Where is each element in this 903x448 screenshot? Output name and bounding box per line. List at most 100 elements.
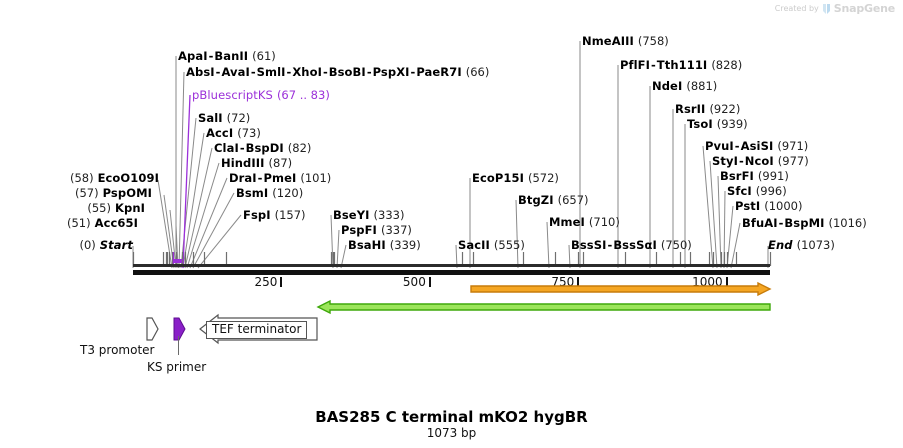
t3-promoter-arrow-shape — [146, 317, 159, 341]
site-label-btgzi[interactable]: BtgZI (657) — [518, 194, 589, 207]
site-position: (58) — [69, 171, 94, 185]
site-position: (750) — [660, 238, 692, 252]
site-label-ecop15i[interactable]: EcoP15I (572) — [472, 172, 559, 185]
site-label-fspi[interactable]: FspI (157) — [243, 209, 306, 222]
site-position: (0) — [79, 238, 96, 252]
site-name: DraI — [229, 171, 257, 185]
site-position: (996) — [755, 184, 787, 198]
site-label-pspfi[interactable]: PspFI (337) — [341, 224, 412, 237]
site-label-bsssi-bsssai[interactable]: BssSI-BssSαI (750) — [571, 239, 692, 252]
site-label-acci[interactable]: AccI (73) — [206, 127, 261, 140]
site-name: Tth111I — [656, 58, 708, 72]
feature-orange-arrow[interactable] — [470, 281, 772, 297]
site-name: BtgZI — [518, 193, 554, 207]
site-label-kpni[interactable]: (55) KpnI — [0, 202, 145, 215]
site-position: (333) — [373, 208, 405, 222]
site-name: SmlI — [256, 65, 286, 79]
site-label-bsahi[interactable]: BsaHI (339) — [348, 239, 421, 252]
site-name-separator: - — [250, 65, 256, 79]
site-label-sali[interactable]: SalI (72) — [198, 112, 250, 125]
site-label-acc65i[interactable]: (51) Acc65I — [0, 217, 138, 230]
ruler-label-250: 250 — [254, 275, 278, 289]
site-name: pBluescriptKS — [192, 88, 273, 102]
site-label-pvui-asisi[interactable]: PvuI-AsiSI (971) — [705, 140, 808, 153]
site-label-hindiii[interactable]: HindIII (87) — [221, 157, 292, 170]
site-position: (828) — [711, 58, 743, 72]
site-name: BsaHI — [348, 238, 386, 252]
site-label-ecoo109i[interactable]: (58) EcoO109I — [0, 172, 159, 185]
site-label-pflfi-tth111i[interactable]: PflFI-Tth111I (828) — [620, 59, 742, 72]
site-name: PmeI — [263, 171, 297, 185]
site-label-sfci[interactable]: SfcI (996) — [727, 185, 787, 198]
site-label-tsoi[interactable]: TsoI (939) — [687, 118, 748, 131]
site-position: (710) — [588, 215, 620, 229]
feature-arrow-shape — [470, 281, 772, 297]
page-subtitle: 1073 bp — [426, 426, 477, 440]
ruler-tick-250 — [280, 277, 283, 287]
ks-primer-leader-line — [178, 336, 179, 355]
site-label-drai-pmei[interactable]: DraI-PmeI (101) — [229, 172, 331, 185]
site-name: BspDI — [245, 141, 284, 155]
site-label-bseyi[interactable]: BseYI (333) — [333, 209, 404, 222]
site-position: (939) — [716, 117, 748, 131]
site-name: RsrII — [675, 102, 706, 116]
site-position: (337) — [380, 223, 412, 237]
site-name: BssSαI — [613, 238, 657, 252]
feature-ks-primer[interactable] — [173, 317, 186, 341]
site-name-separator: - — [410, 65, 416, 79]
site-label-pspomi[interactable]: (57) PspOMI — [0, 187, 152, 200]
site-label-end[interactable]: End (1073) — [768, 239, 835, 252]
site-label-ndei[interactable]: NdeI (881) — [652, 80, 717, 93]
site-name: AsiSI — [740, 139, 774, 153]
ruler-tick-1000 — [725, 277, 728, 287]
site-position: (572) — [527, 171, 559, 185]
site-position: (922) — [709, 102, 741, 116]
site-name: Acc65I — [94, 216, 138, 230]
site-label-rsrii[interactable]: RsrII (922) — [675, 103, 740, 116]
site-name: ClaI — [214, 141, 239, 155]
site-name: SalI — [198, 111, 223, 125]
site-label-absi-group[interactable]: AbsI-AvaI-SmlI-XhoI-BsoBI-PspXI-PaeR7I (6… — [186, 66, 489, 79]
site-label-start[interactable]: (0) Start — [0, 239, 133, 252]
site-position: (1000) — [764, 199, 803, 213]
site-position: (881) — [686, 79, 718, 93]
site-label-pbluescriptks[interactable]: pBluescriptKS (67 .. 83) — [192, 89, 330, 102]
site-name-separator: - — [257, 171, 263, 185]
site-position: (66) — [465, 65, 490, 79]
site-name-separator: - — [607, 238, 613, 252]
site-position: (82) — [287, 141, 312, 155]
site-name: StyI — [712, 154, 738, 168]
site-label-sacii[interactable]: SacII (555) — [458, 239, 525, 252]
site-label-mmei[interactable]: MmeI (710) — [549, 216, 620, 229]
site-name: SacII — [458, 238, 490, 252]
site-name-separator: - — [651, 58, 656, 72]
site-name: SfcI — [727, 184, 752, 198]
site-label-bfuai-bspmi[interactable]: BfuAI-BspMI (1016) — [742, 217, 867, 230]
site-label-nmeaiii[interactable]: NmeAIII (758) — [582, 35, 669, 48]
site-position: (57) — [74, 186, 99, 200]
site-label-psti[interactable]: PstI (1000) — [735, 200, 803, 213]
site-position: (72) — [226, 111, 251, 125]
site-name-separator: - — [734, 139, 740, 153]
site-label-styi-ncoi[interactable]: StyI-NcoI (977) — [712, 155, 809, 168]
feature-t3-promoter[interactable] — [146, 317, 159, 341]
site-name: MmeI — [549, 215, 585, 229]
feature-green-arrow[interactable] — [316, 299, 771, 315]
watermark-created-by-label: Created by — [774, 4, 819, 13]
site-label-bsmi[interactable]: BsmI (120) — [236, 187, 303, 200]
site-label-apai-banii[interactable]: ApaI-BanII (61) — [178, 50, 276, 63]
site-name: BspMI — [784, 216, 825, 230]
site-name: PspXI — [372, 65, 410, 79]
site-position: (101) — [300, 171, 332, 185]
site-name: AvaI — [221, 65, 250, 79]
site-name: PstI — [735, 199, 761, 213]
site-name-separator: - — [738, 154, 744, 168]
site-name: Start — [99, 238, 133, 252]
site-label-clai-bspdi[interactable]: ClaI-BspDI (82) — [214, 142, 311, 155]
site-name: NmeAIII — [582, 34, 634, 48]
site-name: AccI — [206, 126, 234, 140]
site-label-bsrfi[interactable]: BsrFI (991) — [720, 170, 789, 183]
